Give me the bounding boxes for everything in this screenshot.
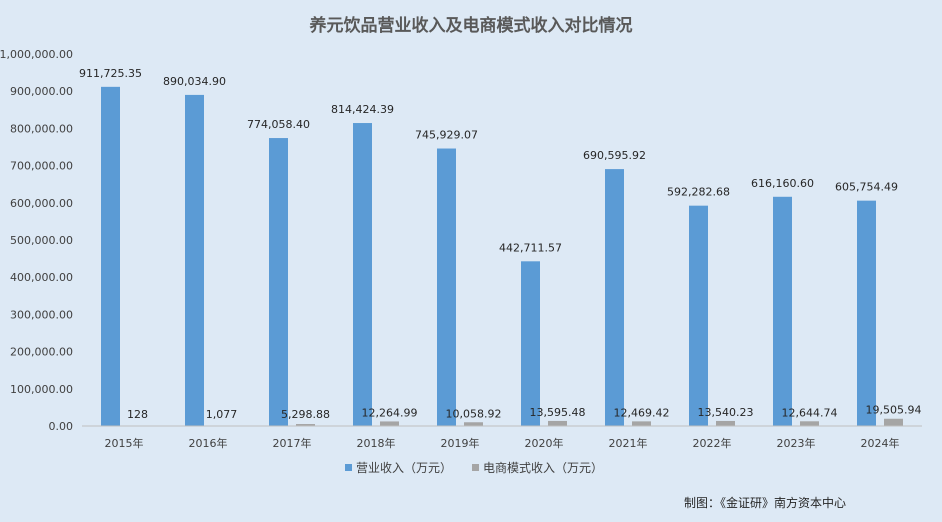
legend-swatch bbox=[472, 464, 479, 471]
y-tick-label: 400,000.00 bbox=[10, 271, 73, 284]
ecommerce-data-label: 12,469.42 bbox=[614, 406, 670, 419]
ecommerce-data-label: 10,058.92 bbox=[446, 407, 502, 420]
revenue-bar bbox=[353, 123, 372, 427]
x-tick-label: 2023年 bbox=[777, 436, 816, 450]
y-tick-label: 500,000.00 bbox=[10, 234, 73, 247]
legend-swatch bbox=[345, 464, 352, 471]
ecommerce-bar bbox=[800, 421, 819, 426]
x-tick-label: 2018年 bbox=[357, 436, 396, 450]
revenue-data-label: 442,711.57 bbox=[499, 241, 562, 254]
y-tick-label: 200,000.00 bbox=[10, 346, 73, 359]
revenue-bar bbox=[773, 196, 792, 426]
y-tick-label: 700,000.00 bbox=[10, 160, 73, 173]
revenue-bar bbox=[605, 169, 624, 426]
ecommerce-bar bbox=[296, 424, 315, 426]
ecommerce-data-label: 19,505.94 bbox=[866, 404, 922, 417]
ecommerce-bar bbox=[716, 420, 735, 426]
bars: 911,725.35 128 890,034.90 1,077 774,058.40 5,… bbox=[79, 67, 922, 427]
x-tick-label: 2024年 bbox=[861, 436, 900, 450]
ecommerce-bar bbox=[380, 421, 399, 426]
ecommerce-data-label: 12,644.74 bbox=[782, 406, 838, 419]
revenue-data-label: 911,725.35 bbox=[79, 67, 142, 80]
ecommerce-bar bbox=[884, 418, 903, 426]
ecommerce-data-label: 1,077 bbox=[206, 408, 238, 421]
ecommerce-data-label: 12,264.99 bbox=[362, 406, 418, 419]
ecommerce-data-label: 5,298.88 bbox=[281, 408, 330, 421]
ecommerce-bar bbox=[548, 420, 567, 426]
y-axis: 0.00 100,000.00 200,000.00 300,000.00 400,00… bbox=[0, 48, 73, 433]
y-tick-label: 900,000.00 bbox=[10, 85, 73, 98]
revenue-bar bbox=[689, 205, 708, 426]
x-axis: 2015年 2016年 2017年 2018年 2019年 2020年 2021年 2022年… bbox=[82, 425, 922, 450]
revenue-data-label: 592,282.68 bbox=[667, 186, 730, 199]
revenue-bar bbox=[185, 94, 204, 427]
revenue-bar bbox=[857, 200, 876, 426]
ecommerce-data-label: 128 bbox=[127, 408, 148, 421]
revenue-data-label: 890,034.90 bbox=[163, 75, 226, 88]
revenue-data-label: 605,754.49 bbox=[835, 181, 898, 194]
revenue-bar bbox=[437, 148, 456, 426]
ecommerce-bar bbox=[464, 422, 483, 426]
legend-item-revenue: 营业收入（万元） bbox=[345, 461, 452, 475]
chart-title: 养元饮品营业收入及电商模式收入对比情况 bbox=[309, 15, 633, 36]
revenue-data-label: 814,424.39 bbox=[331, 103, 394, 116]
y-tick-label: 600,000.00 bbox=[10, 197, 73, 210]
ecommerce-data-label: 13,595.48 bbox=[530, 406, 586, 419]
revenue-data-label: 745,929.07 bbox=[415, 129, 478, 142]
ecommerce-data-label: 13,540.23 bbox=[698, 406, 754, 419]
revenue-bar bbox=[101, 86, 120, 427]
legend-label: 营业收入（万元） bbox=[356, 461, 452, 475]
legend: 营业收入（万元） 电商模式收入（万元） bbox=[345, 460, 603, 475]
x-tick-label: 2020年 bbox=[525, 436, 564, 450]
x-tick-label: 2022年 bbox=[693, 436, 732, 450]
y-tick-label: 800,000.00 bbox=[10, 122, 73, 135]
x-tick-label: 2015年 bbox=[105, 436, 144, 450]
revenue-data-label: 616,160.60 bbox=[751, 177, 814, 190]
x-tick-label: 2021年 bbox=[609, 436, 648, 450]
x-tick-label: 2016年 bbox=[189, 436, 228, 450]
y-tick-label: 1,000,000.00 bbox=[0, 48, 73, 61]
legend-label: 电商模式收入（万元） bbox=[483, 460, 603, 475]
revenue-bar bbox=[521, 261, 540, 426]
y-tick-label: 300,000.00 bbox=[10, 308, 73, 321]
y-tick-label: 100,000.00 bbox=[10, 383, 73, 396]
credit-text: 制图：《金证研》南方资本中心 bbox=[684, 495, 846, 510]
x-tick-label: 2017年 bbox=[273, 436, 312, 450]
x-tick-label: 2019年 bbox=[441, 436, 480, 450]
y-tick-label: 0.00 bbox=[49, 420, 74, 433]
revenue-data-label: 690,595.92 bbox=[583, 149, 646, 162]
revenue-bar bbox=[269, 138, 288, 426]
ecommerce-bar bbox=[632, 421, 651, 426]
revenue-data-label: 774,058.40 bbox=[247, 118, 310, 131]
legend-item-ecommerce: 电商模式收入（万元） bbox=[472, 460, 603, 475]
